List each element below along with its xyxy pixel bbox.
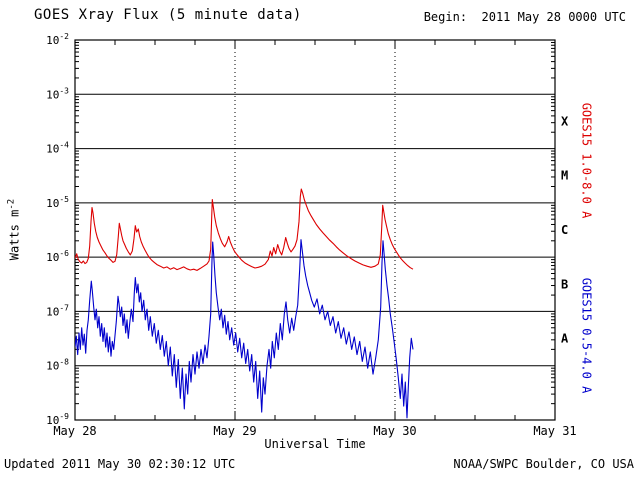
x-tick-label: May 29 bbox=[213, 424, 256, 438]
data-traces bbox=[75, 188, 414, 419]
series-label-goes15-short: GOES15 0.5-4.0 A bbox=[579, 277, 594, 394]
x-tick-label: May 31 bbox=[533, 424, 576, 438]
y-tick-label: 10-5 bbox=[46, 195, 69, 210]
flare-class-labels: X M C B A bbox=[561, 114, 569, 345]
flare-class-c: C bbox=[561, 223, 568, 237]
tick-marks bbox=[74, 40, 556, 420]
y-tick-label: 10-7 bbox=[46, 303, 69, 318]
y-tick-label: 10-4 bbox=[46, 141, 69, 156]
y-tick-label: 10-2 bbox=[46, 32, 69, 47]
goes15-short-trace bbox=[75, 239, 414, 419]
y-tick-label: 10-8 bbox=[46, 358, 69, 373]
begin-timestamp: Begin: 2011 May 28 0000 UTC bbox=[423, 10, 626, 24]
x-axis-title: Universal Time bbox=[264, 437, 366, 451]
x-tick-label: May 28 bbox=[53, 424, 96, 438]
y-tick-label: 10-6 bbox=[46, 249, 69, 264]
x-tick-labels: May 28 May 29 May 30 May 31 bbox=[53, 424, 576, 438]
chart-title: GOES Xray Flux (5 minute data) bbox=[34, 7, 302, 23]
series-label-goes15-long: GOES15 1.0-8.0 A bbox=[579, 102, 594, 219]
updated-timestamp: Updated 2011 May 30 02:30:12 UTC bbox=[4, 457, 236, 471]
flare-class-m: M bbox=[561, 169, 568, 183]
plot-frame bbox=[74, 39, 556, 421]
x-tick-label: May 30 bbox=[373, 424, 416, 438]
gridlines bbox=[75, 40, 555, 420]
flare-class-b: B bbox=[561, 277, 568, 291]
credit-label: NOAA/SWPC Boulder, CO USA bbox=[453, 457, 634, 471]
goes15-long-trace bbox=[75, 188, 414, 271]
flare-class-a: A bbox=[561, 332, 569, 346]
flare-class-x: X bbox=[561, 114, 569, 128]
y-tick-labels: 10-210-310-410-510-610-710-810-9 bbox=[46, 32, 69, 427]
y-tick-label: 10-3 bbox=[46, 86, 69, 101]
